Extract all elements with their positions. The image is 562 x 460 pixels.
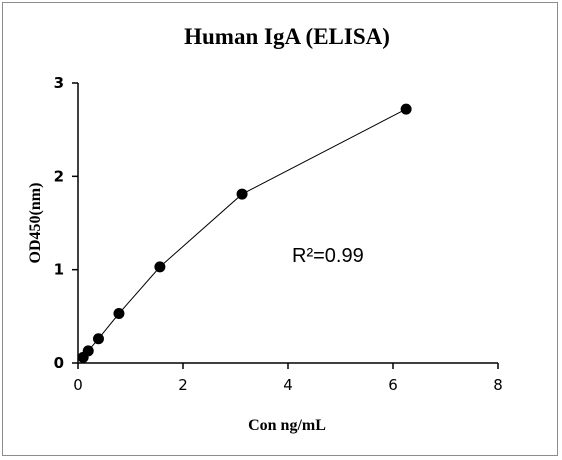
axes	[77, 83, 498, 364]
data-point	[400, 103, 412, 115]
x-axis-label: Con ng/mL	[248, 417, 326, 434]
r-squared-annotation: R²=0.99	[292, 245, 364, 267]
x-tick-label: 6	[388, 376, 398, 394]
chart-frame	[2, 2, 558, 456]
x-tick-label: 2	[178, 376, 188, 394]
data-point	[154, 261, 166, 273]
data-point	[82, 345, 94, 357]
series-line	[82, 108, 407, 358]
x-tick-label: 4	[283, 376, 293, 394]
data-point	[113, 308, 125, 320]
ticks: 0 2 4 6 8 0 1 2 3	[54, 74, 503, 394]
y-tick-label: 1	[54, 261, 64, 279]
data-point	[236, 188, 248, 200]
data-point	[92, 333, 104, 345]
y-tick-label: 3	[54, 74, 64, 92]
chart-title: Human IgA (ELISA)	[184, 24, 390, 49]
x-tick-label: 0	[73, 376, 83, 394]
x-tick-label: 8	[493, 376, 503, 394]
series-line-group	[82, 108, 407, 358]
y-tick-label: 0	[54, 354, 64, 372]
y-axis-label: OD450(nm)	[27, 183, 44, 264]
y-tick-label: 2	[54, 167, 64, 185]
data-points	[77, 103, 412, 363]
